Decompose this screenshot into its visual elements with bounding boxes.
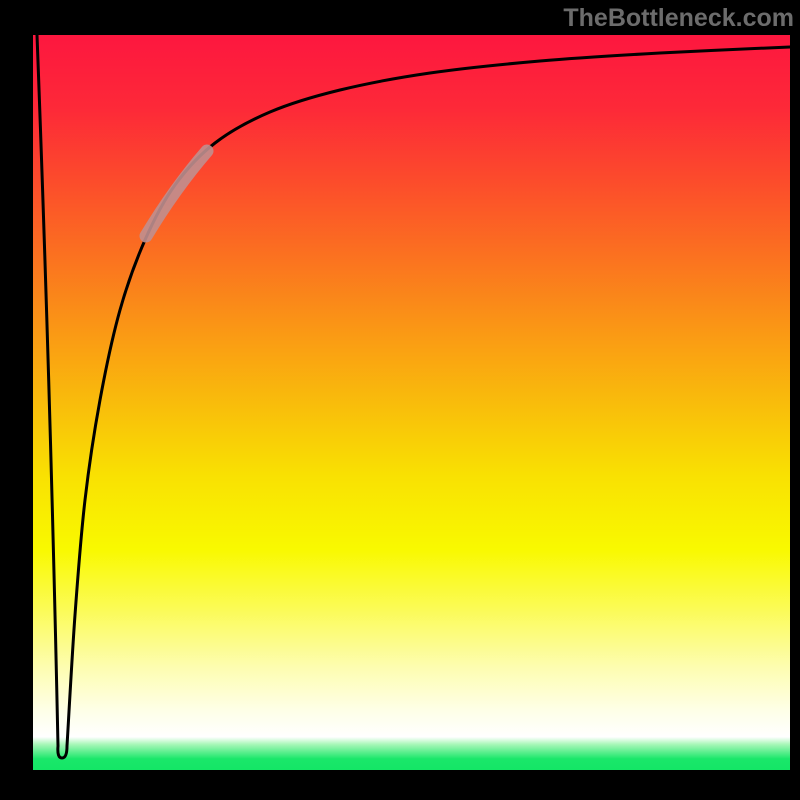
chart-container: TheBottleneck.com [0,0,800,800]
plot-background [33,35,790,770]
plot-svg [0,0,800,800]
watermark-text: TheBottleneck.com [563,4,794,33]
